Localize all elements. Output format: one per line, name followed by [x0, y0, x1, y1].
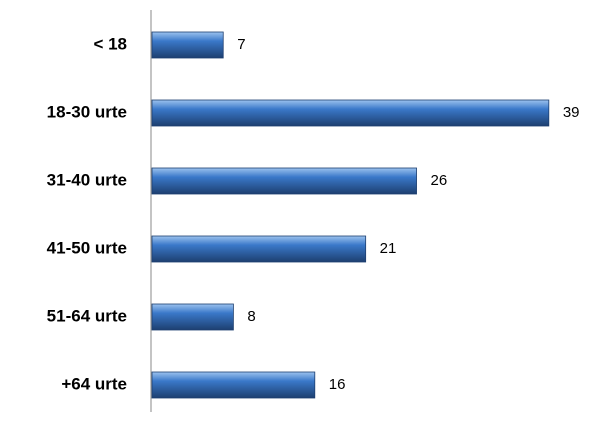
data-label: 16: [329, 376, 346, 393]
bar: [151, 303, 234, 331]
category-label: +64 urte: [61, 374, 127, 393]
category-label: 41-50 urte: [47, 238, 127, 257]
bar: [151, 167, 417, 195]
data-label: 21: [380, 240, 397, 257]
bar: [151, 235, 367, 263]
data-label: 8: [247, 308, 255, 325]
category-label: 31-40 urte: [47, 170, 127, 189]
bar: [151, 31, 224, 59]
data-label: 7: [237, 36, 245, 53]
bar: [151, 99, 550, 127]
data-label: 39: [563, 104, 580, 121]
category-label: 51-64 urte: [47, 306, 127, 325]
bar: [151, 371, 316, 399]
category-label: 18-30 urte: [47, 102, 127, 121]
category-label: < 18: [93, 34, 127, 53]
data-label: 26: [431, 172, 448, 189]
